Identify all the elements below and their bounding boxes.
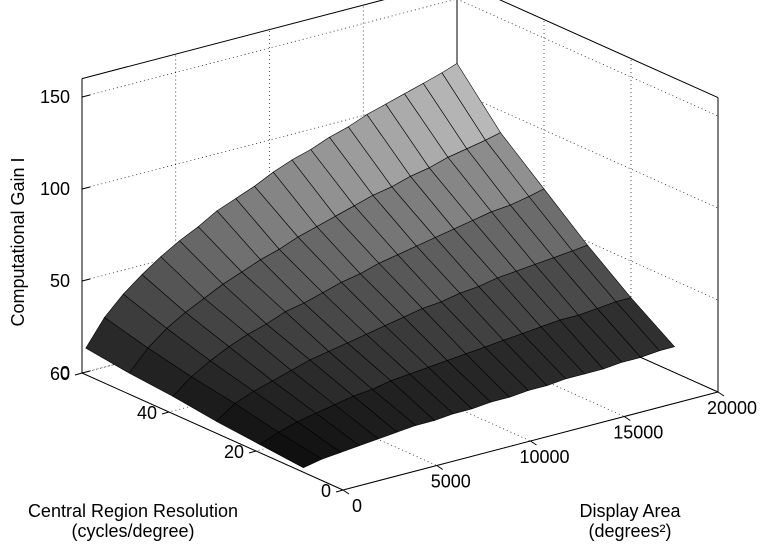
surface-patch	[615, 297, 676, 352]
y-tick-label: 20	[224, 442, 244, 462]
grid-z-back	[81, 90, 458, 190]
y-axis-label-line1: Central Region Resolution	[28, 501, 238, 521]
z-tick-mark	[81, 370, 91, 374]
x-axis-label-line1: Display Area	[579, 501, 681, 521]
y-axis-label-line2: (cycles/degree)	[71, 521, 194, 541]
x-tick-label: 5000	[431, 472, 471, 492]
box-edge-1	[81, 0, 385, 80]
x-tick-label: 20000	[707, 398, 757, 418]
z-tick-label: 150	[40, 87, 70, 107]
grid-z-back	[81, 182, 458, 282]
y-tick-mark	[74, 372, 83, 376]
z-axis-label: Computational Gain I	[8, 157, 28, 326]
z-tick-label: 100	[40, 179, 70, 199]
x-tick-mark	[623, 416, 631, 421]
z-tick-mark	[81, 94, 91, 98]
y-tick-label: 0	[321, 481, 331, 501]
y-tick-mark	[161, 411, 170, 415]
grid-y-floor	[342, 391, 719, 491]
grid-z-right	[458, 0, 719, 117]
x-tick-label: 15000	[613, 423, 663, 443]
x-tick-mark	[342, 489, 350, 495]
x-tick-mark	[530, 440, 537, 446]
y-axis-line	[81, 372, 344, 491]
z-tick-mark	[81, 278, 91, 282]
grid-z-back	[81, 0, 455, 98]
y-tick-label: 60	[50, 364, 70, 384]
z-tick-mark	[81, 186, 91, 190]
x-tick-mark	[436, 465, 444, 470]
z-tick-label: 50	[50, 271, 70, 291]
y-tick-mark	[335, 489, 344, 493]
x-tick-mark	[717, 391, 725, 397]
x-tick-label: 10000	[519, 447, 569, 467]
z-tick-label: 0	[60, 363, 70, 383]
x-tick-label: 0	[352, 496, 362, 516]
x-axis-label-line2: (degrees²)	[588, 521, 671, 541]
y-tick-label: 40	[137, 403, 157, 423]
y-tick-mark	[248, 450, 257, 454]
box-edge-3	[499, 0, 719, 99]
surface-plot	[85, 62, 676, 469]
